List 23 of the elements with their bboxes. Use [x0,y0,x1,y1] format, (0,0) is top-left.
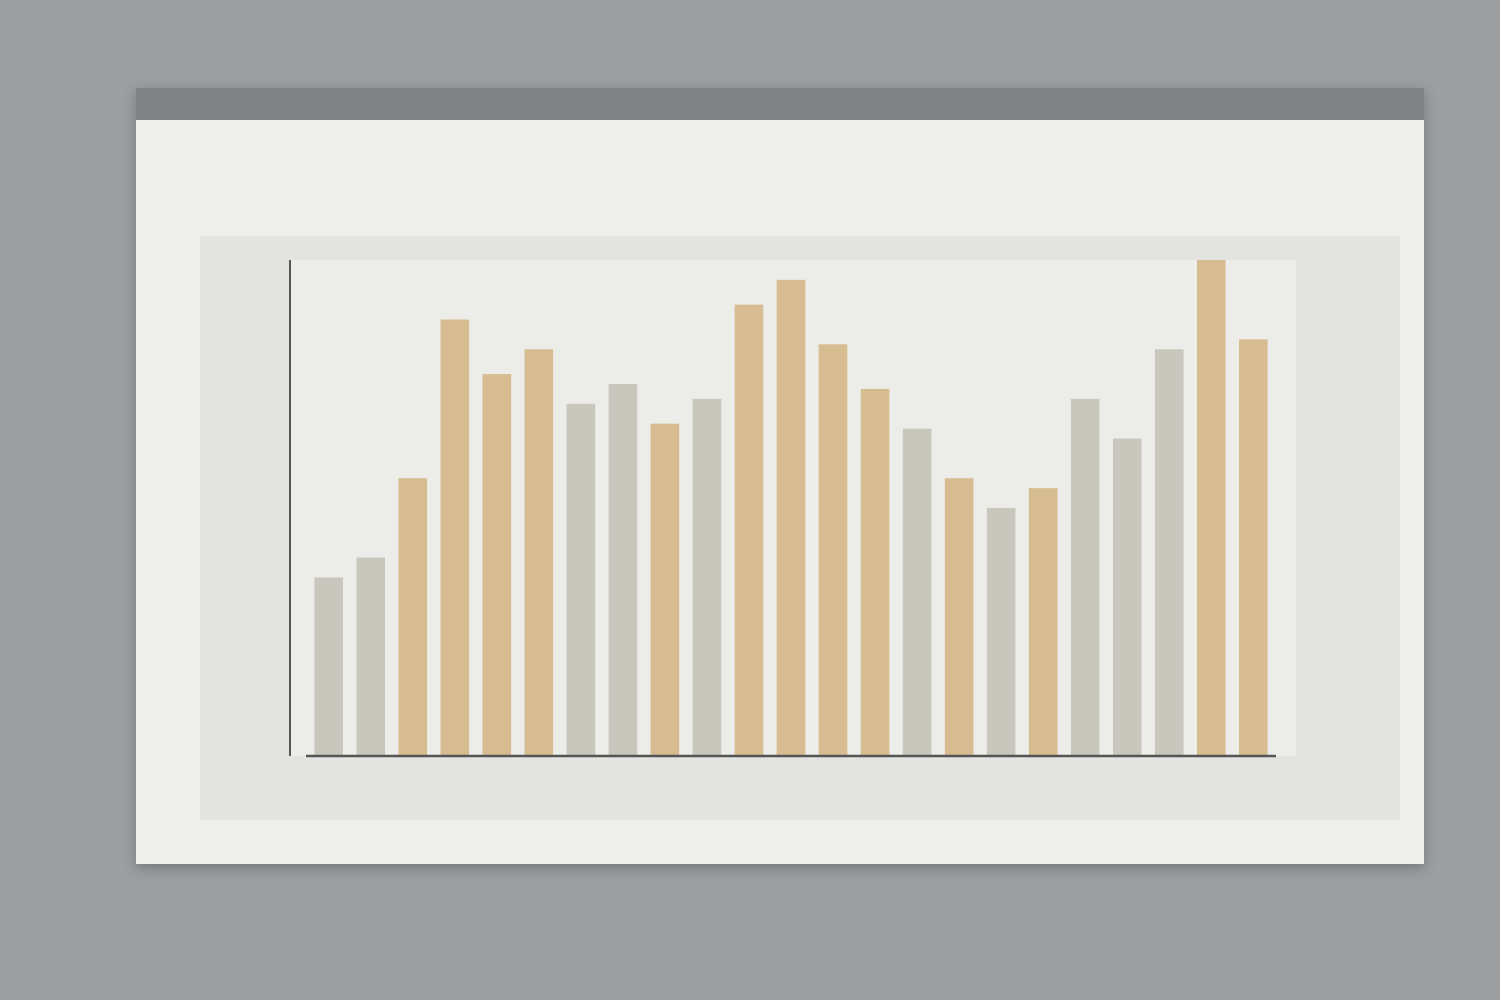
bar [356,557,386,756]
bar [440,319,470,756]
bar [776,279,806,756]
bar [650,423,680,756]
bar [902,428,932,756]
bar [524,349,554,756]
bar [1070,398,1100,756]
bar [1196,260,1226,756]
bar [692,398,722,756]
bar [818,344,848,756]
bar [398,478,428,756]
bar [566,403,596,756]
bar [1112,438,1142,756]
bar [734,304,764,756]
bar [1239,339,1268,756]
bar [860,388,890,756]
bar [482,374,512,756]
bar [608,384,638,756]
bar [986,508,1016,756]
bar [1154,349,1184,756]
bar [314,577,343,756]
bar [944,478,974,756]
bar [1028,488,1058,756]
